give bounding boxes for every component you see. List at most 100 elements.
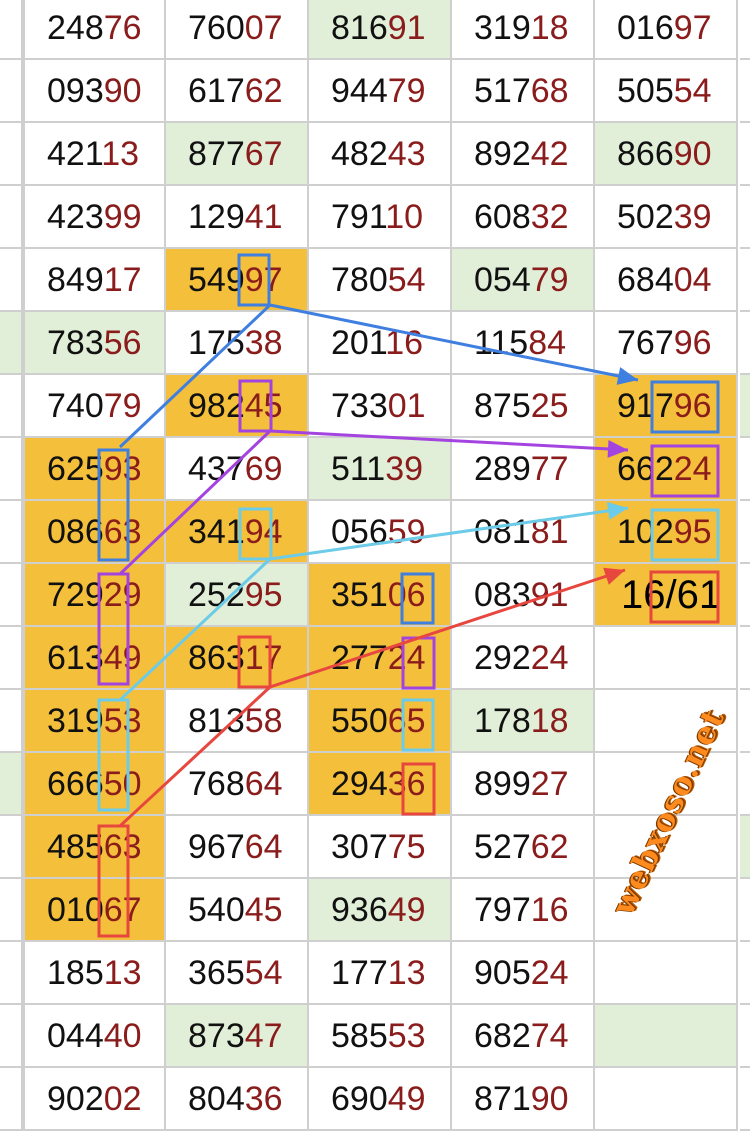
tail-digits: 49 [387, 891, 426, 929]
result-cell: 51768 [452, 60, 595, 123]
result-cell: 87190 [452, 1068, 595, 1131]
blue-highlight-box [97, 448, 130, 562]
grid-edge [740, 312, 750, 375]
blue-arrow [269, 303, 639, 382]
tail-digits: 24 [530, 954, 569, 992]
result-cell: 42399 [23, 186, 166, 249]
arrowhead-icon [606, 501, 628, 520]
tail-digits: 40 [103, 1017, 142, 1055]
head-digits: 292 [474, 639, 531, 677]
grid-edge [740, 816, 750, 879]
head-digits: 319 [474, 9, 531, 47]
purple-highlight-box [97, 572, 130, 686]
result-cell: 91796 [595, 375, 738, 438]
result-cell: 96764 [166, 816, 309, 879]
head-digits: 081 [474, 513, 531, 551]
grid-edge [0, 0, 23, 60]
head-digits: 093 [47, 72, 104, 110]
tail-digits: 79 [103, 387, 142, 425]
result-cell: 84917 [23, 249, 166, 312]
head-digits: 760 [188, 9, 245, 47]
blue-highlight-box [237, 253, 271, 307]
result-cell: 74079 [23, 375, 166, 438]
tail-digits: 65 [387, 702, 426, 740]
tail-digits: 69 [244, 450, 283, 488]
head-digits: 248 [47, 9, 104, 47]
result-cell: 48563 [23, 816, 166, 879]
result-cell: 76864 [166, 753, 309, 816]
grid-edge [740, 753, 750, 816]
result-cell: 78356 [23, 312, 166, 375]
head-digits: 044 [47, 1017, 104, 1055]
grid-edge [0, 249, 23, 312]
grid-edge [740, 60, 750, 123]
tail-digits: 91 [387, 9, 426, 47]
grid-edge [740, 438, 750, 501]
tail-digits: 27 [530, 765, 569, 803]
grid-edge [0, 1005, 23, 1068]
result-cell: 12941 [166, 186, 309, 249]
purple-highlight-box [401, 636, 436, 690]
arrowhead-icon [616, 367, 638, 385]
arrowhead-icon [603, 567, 625, 585]
tail-digits: 13 [387, 954, 426, 992]
head-digits: 944 [331, 72, 388, 110]
tail-digits: 64 [244, 828, 283, 866]
grid-edge [740, 375, 750, 438]
head-digits: 797 [474, 891, 531, 929]
tail-digits: 75 [387, 828, 426, 866]
result-cell: 89242 [452, 123, 595, 186]
tail-digits: 53 [103, 702, 142, 740]
result-cell: 61762 [166, 60, 309, 123]
grid-edge [740, 123, 750, 186]
tail-digits: 67 [244, 135, 283, 173]
grid-edge [740, 501, 750, 564]
grid-edge [740, 1005, 750, 1068]
tail-digits: 97 [244, 261, 283, 299]
tail-digits: 95 [244, 576, 283, 614]
tail-digits: 29 [103, 576, 142, 614]
grid-edge [0, 312, 23, 375]
head-digits: 549 [188, 261, 245, 299]
tail-digits: 42 [530, 135, 569, 173]
tail-digits: 84 [528, 324, 567, 362]
result-cell: 76007 [166, 0, 309, 60]
tail-digits: 79 [530, 261, 569, 299]
tail-digits: 56 [103, 324, 142, 362]
head-digits: 341 [188, 513, 245, 551]
head-digits: 482 [331, 135, 388, 173]
result-cell: 28977 [452, 438, 595, 501]
result-cell [595, 1005, 738, 1068]
result-cell: 30775 [309, 816, 452, 879]
result-cell [595, 816, 738, 879]
tail-digits: 63 [103, 513, 142, 551]
head-digits: 201 [331, 324, 386, 362]
result-cell: 48243 [309, 123, 452, 186]
tail-digits: 13 [101, 135, 140, 173]
head-digits: 608 [474, 198, 531, 236]
tail-digits: 02 [103, 1080, 142, 1118]
result-cell: 18513 [23, 942, 166, 1005]
result-cell: 08663 [23, 501, 166, 564]
head-digits: 804 [188, 1080, 245, 1118]
head-digits: 666 [47, 765, 104, 803]
result-cell: 60832 [452, 186, 595, 249]
head-digits: 351 [331, 576, 388, 614]
head-digits: 625 [47, 450, 104, 488]
tail-digits: 47 [244, 1017, 283, 1055]
result-cell: 36554 [166, 942, 309, 1005]
tail-digits: 41 [244, 198, 283, 236]
result-cell: 76796 [595, 312, 738, 375]
tail-digits: 36 [244, 1080, 283, 1118]
head-digits: 780 [331, 261, 388, 299]
head-digits: 899 [474, 765, 531, 803]
grid-edge [0, 564, 23, 627]
head-digits: 740 [47, 387, 104, 425]
tail-digits: 67 [103, 891, 142, 929]
head-digits: 289 [474, 450, 531, 488]
tail-digits: 32 [530, 198, 569, 236]
purple-connector-line [118, 429, 272, 576]
tail-digits: 01 [387, 387, 426, 425]
